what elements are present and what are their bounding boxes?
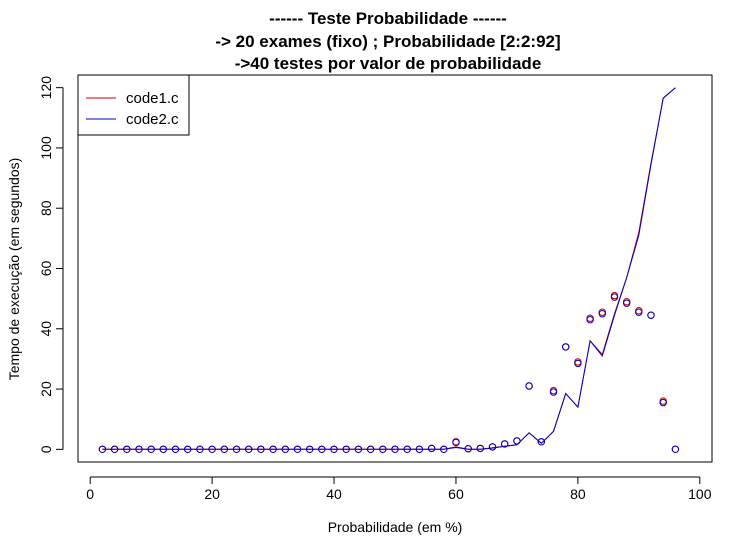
data-point-code1-c <box>549 386 558 395</box>
data-point-code2-c <box>98 445 107 453</box>
data-point-code2-c <box>513 437 521 445</box>
title-line-2: -> 20 exames (fixo) ; Probabilidade [2:2… <box>215 32 560 51</box>
title-line-3: ->40 testes por valor de probabilidade <box>235 54 542 73</box>
data-point-code2-c <box>427 444 436 453</box>
data-point-code2-c <box>391 445 399 453</box>
data-point-code2-c <box>184 445 192 453</box>
data-point-code2-c <box>452 438 460 447</box>
data-point-code2-c <box>171 445 180 453</box>
x-axis-label: Probabilidade (em %) <box>328 519 463 535</box>
data-point-code2-c <box>318 445 326 453</box>
x-tick-label: 20 <box>204 486 220 502</box>
data-point-code2-c <box>147 445 155 453</box>
data-point-code2-c <box>306 445 314 453</box>
data-point-code2-c <box>549 388 558 396</box>
x-tick-label: 60 <box>448 486 464 502</box>
data-point-code2-c <box>232 445 241 453</box>
data-point-code2-c <box>488 443 497 451</box>
data-point-code2-c <box>379 445 387 453</box>
data-point-code2-c <box>293 445 302 453</box>
title-line-1: ------ Teste Probabilidade ------ <box>269 9 507 28</box>
data-point-code2-c <box>635 308 643 316</box>
x-tick-label: 0 <box>86 486 94 502</box>
data-point-code2-c <box>159 445 168 453</box>
data-point-code2-c <box>501 440 509 448</box>
legend: code1.c code2.c <box>77 74 190 136</box>
data-point-code1-c <box>610 291 619 300</box>
y-tick-label: 120 <box>38 76 54 100</box>
data-point-code2-c <box>403 445 411 453</box>
data-point-code2-c <box>196 445 204 453</box>
y-tick-label: 40 <box>38 321 54 337</box>
y-axis: 0 20 40 60 80 100 120 <box>38 76 64 453</box>
data-point-code2-c <box>245 445 253 453</box>
y-tick-label: 20 <box>38 381 54 397</box>
y-tick-label: 80 <box>38 200 54 216</box>
plot-frame <box>77 74 713 463</box>
x-tick-label: 40 <box>326 486 342 502</box>
data-point-code2-c <box>220 445 229 453</box>
series-points <box>98 291 680 453</box>
data-point-code2-c <box>354 445 363 453</box>
data-point-code2-c <box>647 311 655 319</box>
data-point-code2-c <box>208 445 216 453</box>
data-point-code1-c <box>659 397 667 405</box>
y-tick-label: 0 <box>38 445 54 453</box>
legend-box <box>77 74 190 136</box>
data-point-code2-c <box>330 445 338 453</box>
legend-label-code2: code2.c <box>126 111 179 128</box>
data-point-code2-c <box>269 445 277 453</box>
data-point-code2-c <box>464 445 472 453</box>
data-point-code2-c <box>586 316 594 324</box>
series-line-code2-c <box>102 87 676 450</box>
y-axis-label: Tempo de execução (em segundos) <box>6 158 22 381</box>
data-point-code2-c <box>610 293 619 301</box>
data-point-code2-c <box>415 445 424 453</box>
data-point-code2-c <box>537 438 545 446</box>
data-point-code2-c <box>574 359 582 368</box>
data-point-code2-c <box>123 445 131 453</box>
data-point-code2-c <box>257 445 265 453</box>
data-point-code2-c <box>110 445 119 453</box>
series-line-code1-c <box>102 87 676 450</box>
x-axis: 0 20 40 60 80 100 <box>86 476 712 502</box>
legend-label-code1: code1.c <box>126 90 179 107</box>
data-point-code2-c <box>598 310 606 318</box>
series-lines <box>102 87 676 450</box>
data-point-code1-c <box>598 308 606 316</box>
data-point-code2-c <box>281 445 289 453</box>
data-point-code1-c <box>586 314 594 322</box>
y-tick-label: 100 <box>38 136 54 160</box>
data-point-code2-c <box>476 444 484 453</box>
data-point-code2-c <box>440 445 448 453</box>
data-point-code2-c <box>671 445 680 453</box>
data-point-code2-c <box>525 382 533 390</box>
data-point-code2-c <box>135 445 143 453</box>
data-point-code2-c <box>623 299 631 307</box>
data-point-code2-c <box>366 445 375 453</box>
data-point-code2-c <box>659 398 667 407</box>
data-point-code2-c <box>342 445 350 453</box>
x-tick-label: 80 <box>570 486 586 502</box>
y-tick-label: 60 <box>38 261 54 277</box>
data-point-code1-c <box>574 358 582 366</box>
data-point-code1-c <box>635 307 643 315</box>
chart-title: ------ Teste Probabilidade ------ -> 20 … <box>215 9 560 73</box>
data-point-code2-c <box>562 343 570 351</box>
data-point-code1-c <box>623 298 631 306</box>
x-tick-label: 100 <box>688 486 712 502</box>
